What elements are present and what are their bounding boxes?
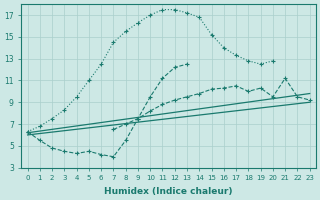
X-axis label: Humidex (Indice chaleur): Humidex (Indice chaleur) [104, 187, 233, 196]
